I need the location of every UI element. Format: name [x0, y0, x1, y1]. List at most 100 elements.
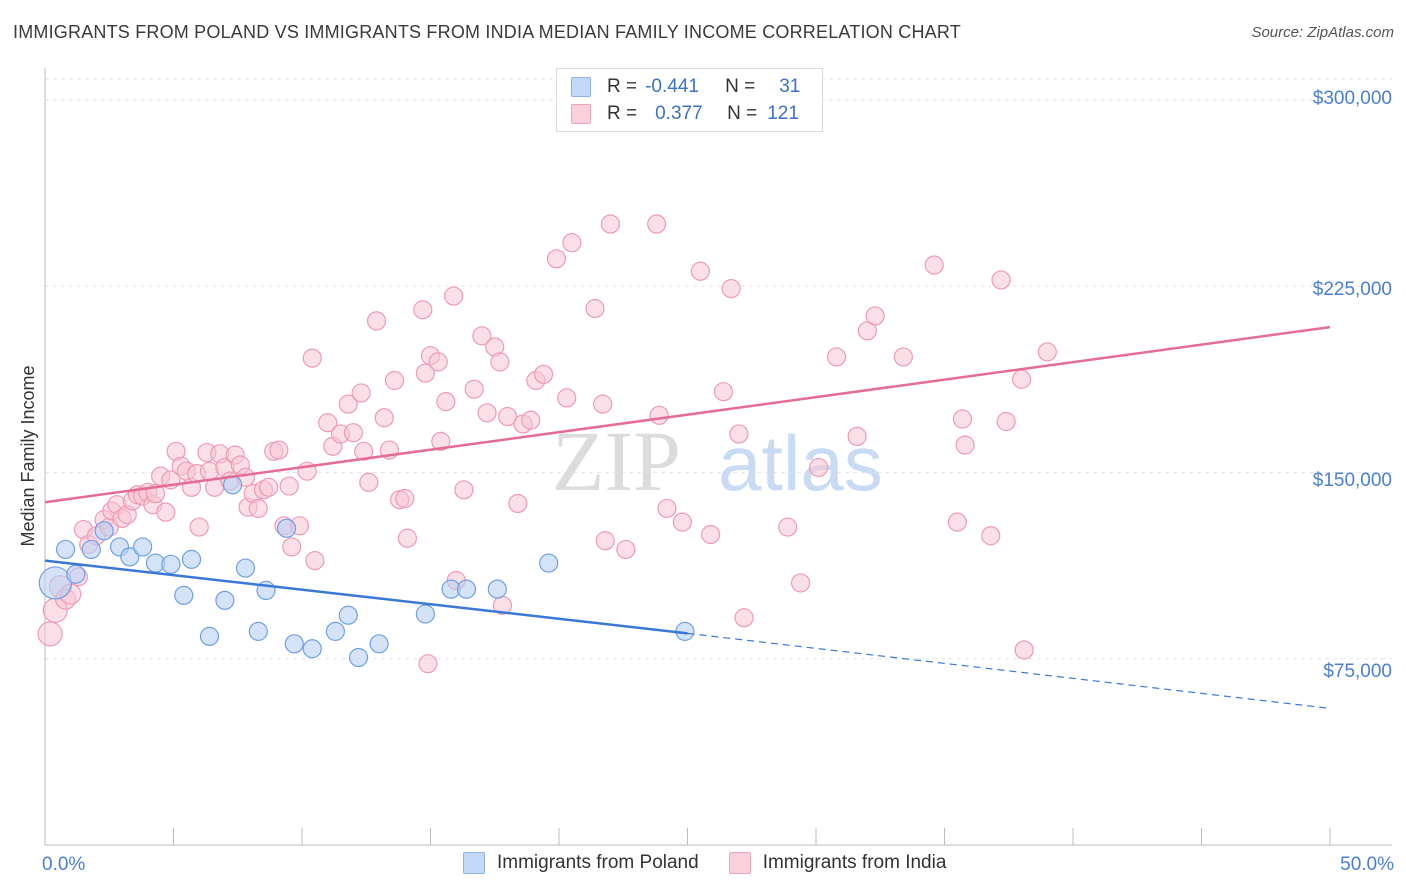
legend-swatch-india	[571, 104, 591, 124]
india-point	[593, 394, 613, 414]
chart-title: IMMIGRANTS FROM POLAND VS IMMIGRANTS FRO…	[13, 22, 961, 42]
poland-point	[55, 539, 76, 560]
legend-row-poland: R = -0.441 N = 31	[571, 75, 800, 99]
poland-point	[120, 547, 140, 567]
india-point	[1037, 342, 1057, 362]
india-point	[649, 405, 669, 425]
india-point	[384, 370, 405, 391]
legend-n-value: 121	[767, 103, 799, 124]
legend-r-value: 0.377	[655, 103, 703, 124]
y-tick-label: $150,000	[1313, 470, 1392, 491]
india-point	[354, 441, 374, 461]
x-tick-labels: 0.0% 50.0%	[42, 854, 1394, 875]
india-point	[981, 526, 1001, 546]
india-point	[1011, 369, 1032, 389]
poland-point	[369, 634, 389, 654]
poland-point	[456, 579, 477, 599]
india-point	[729, 424, 749, 444]
india-point	[282, 537, 302, 557]
y-tick-label: $75,000	[1323, 661, 1392, 682]
axes	[44, 68, 1392, 846]
india-point	[477, 403, 497, 423]
legend-n-label: N =	[725, 76, 756, 97]
india-point	[734, 608, 754, 628]
india-point	[826, 347, 847, 367]
india-point	[857, 321, 878, 341]
series-label-poland: Immigrants from Poland	[497, 852, 699, 873]
y-tick-label: $225,000	[1313, 279, 1392, 300]
india-point	[713, 382, 734, 402]
india-point	[444, 286, 464, 306]
india-point	[269, 440, 289, 460]
india-point	[258, 477, 279, 497]
india-point	[464, 379, 484, 399]
india-point	[647, 214, 667, 234]
poland-point	[302, 639, 322, 659]
india-point	[585, 298, 605, 319]
poland-point	[181, 549, 202, 569]
india-trend-line	[44, 325, 1331, 504]
india-point	[490, 352, 510, 372]
poland-point	[235, 558, 256, 578]
legend-n-value: 31	[779, 76, 801, 97]
india-point	[156, 502, 176, 522]
india-point	[431, 431, 451, 451]
legend-n-label: N =	[727, 103, 758, 124]
correlation-legend: R = -0.441 N = 31 R = 0.377 N = 121	[556, 68, 823, 132]
india-point	[893, 347, 913, 367]
poland-point	[161, 554, 181, 574]
poland-trend-line	[44, 559, 688, 635]
poland-trend-extension	[687, 632, 1331, 709]
india-point	[721, 279, 741, 299]
legend-r-label: R =	[607, 103, 638, 124]
india-point	[318, 413, 338, 433]
india-point	[533, 364, 554, 384]
india-point	[436, 392, 456, 412]
legend-r-label: R =	[607, 76, 638, 97]
india-point	[790, 573, 811, 593]
poland-point	[38, 566, 72, 600]
india-point	[305, 550, 325, 571]
india-point	[991, 270, 1011, 290]
india-point	[778, 517, 798, 537]
x-tick-label-max: 50.0%	[1340, 854, 1394, 875]
india-point	[359, 472, 379, 492]
india-point	[690, 261, 710, 281]
india-point	[498, 406, 518, 427]
india-point	[952, 409, 973, 429]
series-legend: Immigrants from Poland Immigrants from I…	[463, 852, 976, 874]
india-point	[351, 383, 371, 403]
y-axis-label: Median Family Income	[18, 365, 38, 546]
india-point	[808, 457, 829, 478]
india-point	[672, 512, 692, 532]
poland-point	[284, 634, 304, 654]
series-label-india: Immigrants from India	[762, 852, 947, 873]
india-point	[374, 408, 394, 428]
india-point	[701, 524, 721, 545]
india-point	[616, 539, 636, 560]
x-tick-label-min: 0.0%	[42, 854, 85, 875]
india-point	[413, 300, 433, 320]
series-legend-india: Immigrants from India	[728, 852, 947, 874]
india-point	[343, 423, 363, 443]
legend-r-value: -0.441	[645, 76, 699, 97]
india-point	[397, 528, 417, 548]
india-point	[415, 363, 435, 383]
india-point	[1014, 640, 1034, 660]
india-point	[955, 435, 975, 455]
poland-point	[199, 626, 220, 646]
poland-point	[276, 518, 297, 538]
poland-point	[133, 537, 153, 557]
poland-point	[81, 539, 101, 560]
india-point	[418, 654, 438, 674]
india-point	[847, 426, 867, 447]
india-point	[865, 306, 885, 326]
india-points	[37, 214, 1057, 674]
legend-swatch-poland	[571, 77, 591, 97]
y-tick-labels: $75,000 $150,000 $225,000 $300,000	[1313, 88, 1392, 682]
india-point	[472, 326, 492, 346]
poland-point	[539, 553, 559, 573]
india-point	[996, 411, 1016, 432]
india-point	[657, 498, 677, 519]
